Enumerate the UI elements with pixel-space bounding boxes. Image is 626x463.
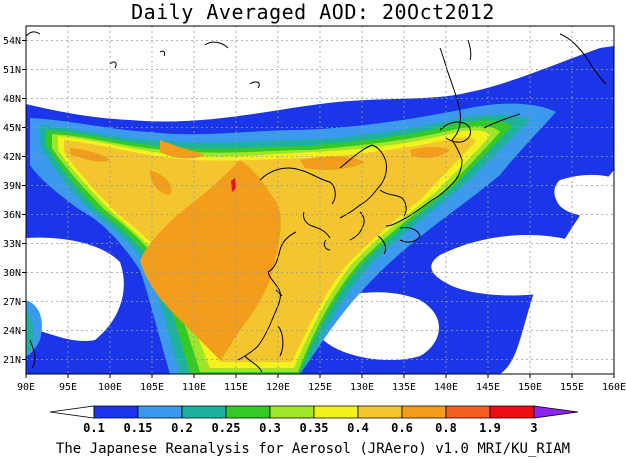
lat-tick-label: 36N [3, 210, 21, 221]
longitude-labels: 90E 95E 100E 105E 110E 115E 120E 125E 130E 135E 14… [17, 374, 626, 393]
lat-tick-label: 51N [3, 65, 21, 76]
lat-tick-label: 24N [3, 326, 21, 337]
lon-tick-label: 130E [350, 382, 374, 393]
lat-tick-label: 33N [3, 239, 21, 250]
colorbar-label: 0.8 [435, 421, 457, 435]
coastlines [26, 31, 607, 373]
lon-tick-label: 160E [602, 382, 626, 393]
lon-tick-label: 150E [518, 382, 542, 393]
colorbar-label: 3 [530, 421, 537, 435]
lon-tick-label: 90E [17, 382, 35, 393]
colorbar-swatch [93, 405, 139, 419]
colorbar-swatch [269, 405, 315, 419]
colorbar-swatch [445, 405, 491, 419]
lat-tick-label: 54N [3, 36, 21, 47]
colorbar-label: 1.9 [479, 421, 501, 435]
aod-contour-red [231, 178, 236, 192]
lon-tick-label: 115E [224, 382, 248, 393]
lon-tick-label: 105E [140, 382, 164, 393]
lon-tick-label: 110E [182, 382, 206, 393]
colorbar-label: 0.6 [391, 421, 413, 435]
lon-tick-label: 100E [98, 382, 122, 393]
lon-tick-label: 95E [59, 382, 77, 393]
lon-tick-label: 125E [308, 382, 332, 393]
colorbar-label: 0.2 [171, 421, 193, 435]
colorbar: 0.1 0.15 0.2 0.25 0.3 0.35 0.4 0.6 0.8 1.9 3 [49, 405, 579, 435]
lon-tick-label: 145E [476, 382, 500, 393]
colorbar-label: 0.15 [124, 421, 153, 435]
lat-tick-label: 48N [3, 94, 21, 105]
lon-tick-label: 155E [560, 382, 584, 393]
map-title: Daily Averaged AOD: 20Oct2012 [131, 0, 495, 24]
lon-tick-label: 140E [434, 382, 458, 393]
lat-tick-label: 27N [3, 297, 21, 308]
lat-tick-label: 45N [3, 123, 21, 134]
latitude-labels: 54N 51N 48N 45N 42N 39N 36N 33N 30N 27N 24N 21N [3, 36, 26, 366]
lat-tick-label: 30N [3, 268, 21, 279]
colorbar-swatch [313, 405, 359, 419]
lat-tick-label: 39N [3, 181, 21, 192]
colorbar-swatch [401, 405, 447, 419]
colorbar-swatch [489, 405, 535, 419]
lat-tick-label: 21N [3, 355, 21, 366]
footer-credit: The Japanese Reanalysis for Aerosol (JRA… [55, 441, 571, 457]
colorbar-label: 0.35 [300, 421, 329, 435]
aod-contour-orange [140, 160, 281, 360]
colorbar-label: 0.1 [83, 421, 105, 435]
colorbar-label: 0.25 [212, 421, 241, 435]
colorbar-label: 0.3 [259, 421, 281, 435]
lat-tick-label: 42N [3, 152, 21, 163]
colorbar-swatch [533, 405, 579, 419]
colorbar-swatch [357, 405, 403, 419]
lon-tick-label: 135E [392, 382, 416, 393]
colorbar-swatch [225, 405, 271, 419]
grid [26, 26, 614, 374]
colorbar-label: 0.4 [347, 421, 369, 435]
colorbar-swatch [137, 405, 183, 419]
colorbar-swatch [181, 405, 227, 419]
colorbar-swatch [49, 405, 95, 419]
lon-tick-label: 120E [266, 382, 290, 393]
